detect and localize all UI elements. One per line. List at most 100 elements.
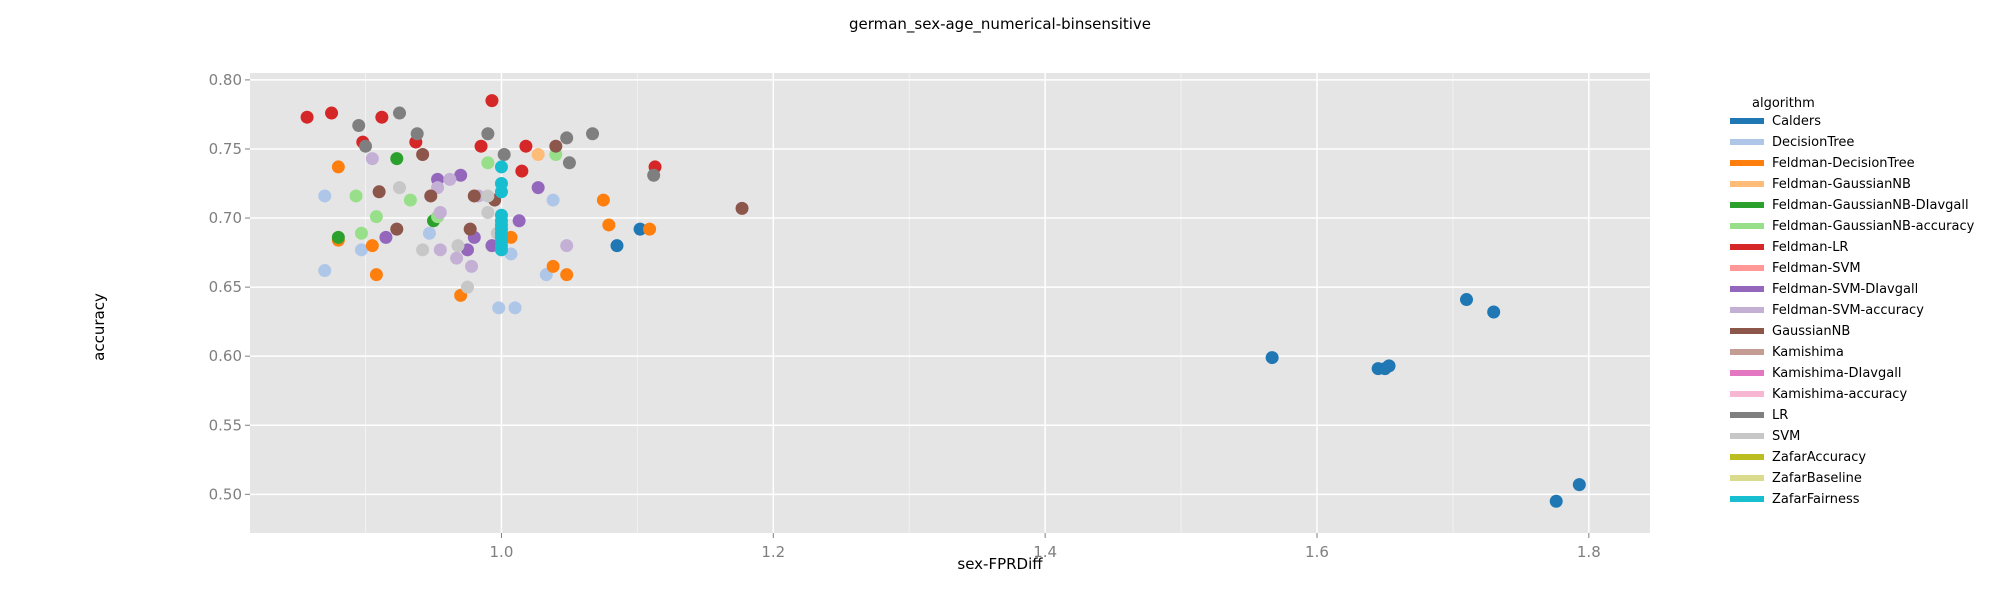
legend-swatch [1730, 370, 1764, 376]
legend-label: Feldman-GaussianNB-DIavgall [1772, 198, 1969, 213]
legend-swatch [1730, 412, 1764, 418]
data-point [508, 301, 522, 315]
y-tick-label: 0.55 [209, 416, 242, 434]
legend-title: algorithm [1752, 96, 1815, 111]
legend-label: ZafarAccuracy [1772, 450, 1866, 465]
y-tick-label: 0.75 [209, 140, 242, 158]
data-point [443, 172, 457, 186]
data-point [390, 222, 404, 236]
data-point [647, 168, 661, 182]
data-point [375, 110, 389, 124]
data-point [492, 301, 506, 315]
data-point [497, 148, 511, 162]
data-point [416, 243, 430, 257]
legend-label: Feldman-SVM-DIavgall [1772, 282, 1918, 297]
data-point [467, 189, 481, 203]
legend-swatch [1730, 202, 1764, 208]
data-point [359, 139, 373, 153]
data-point [331, 230, 345, 244]
y-tick-label: 0.50 [209, 485, 242, 503]
legend-label: Feldman-GaussianNB-accuracy [1772, 219, 1975, 234]
y-tick-label: 0.70 [209, 209, 242, 227]
legend-label: ZafarBaseline [1772, 471, 1862, 486]
data-point [450, 251, 464, 265]
data-point [1460, 293, 1474, 307]
data-point [331, 160, 345, 174]
data-point [485, 94, 499, 108]
legend-swatch [1730, 118, 1764, 124]
data-point [512, 214, 526, 228]
data-point [460, 280, 474, 294]
data-point [354, 226, 368, 240]
data-point [602, 218, 616, 232]
data-point [515, 164, 529, 178]
axis-ticks: 1.0 1.2 1.4 1.6 1.8 0.50 0.55 0.60 0.65 0.70 0.75 0… [209, 71, 1601, 561]
data-point [560, 268, 574, 282]
data-point [549, 139, 563, 153]
data-point [562, 156, 576, 170]
legend-swatch [1730, 349, 1764, 355]
data-point [410, 127, 424, 141]
legend-swatch [1730, 391, 1764, 397]
data-point [633, 222, 647, 236]
data-point [1549, 494, 1563, 508]
legend-swatch [1730, 433, 1764, 439]
data-point [531, 181, 545, 195]
legend-label: Feldman-GaussianNB [1772, 177, 1911, 192]
data-point [365, 152, 379, 166]
data-point [318, 264, 332, 278]
legend-label: Feldman-LR [1772, 240, 1848, 255]
legend-swatch [1730, 223, 1764, 229]
y-tick-label: 0.80 [209, 71, 242, 89]
data-point [416, 148, 430, 162]
data-point [390, 152, 404, 166]
legend-swatch [1730, 265, 1764, 271]
legend-label: Feldman-DecisionTree [1772, 156, 1915, 171]
data-point [393, 106, 407, 120]
data-point [643, 222, 657, 236]
data-point [393, 181, 407, 195]
data-point [481, 156, 495, 170]
legend-swatch [1730, 475, 1764, 481]
y-tick-label: 0.60 [209, 347, 242, 365]
data-point [379, 230, 393, 244]
x-tick-label: 1.4 [1033, 543, 1057, 561]
legend-label: Feldman-SVM-accuracy [1772, 303, 1924, 318]
data-point [403, 193, 417, 207]
data-point [300, 110, 314, 124]
legend-label: SVM [1772, 429, 1800, 444]
data-point [546, 259, 560, 273]
data-point [451, 239, 465, 253]
x-tick-label: 1.2 [761, 543, 785, 561]
legend-swatch [1730, 496, 1764, 502]
data-point [560, 131, 574, 145]
data-point [454, 168, 468, 182]
legend-label: Kamishima-DIavgall [1772, 366, 1901, 381]
data-point [365, 239, 379, 253]
data-point [352, 118, 366, 132]
legend-swatch [1730, 139, 1764, 145]
legend-label: Kamishima [1772, 345, 1844, 360]
data-point [481, 127, 495, 141]
data-point [325, 106, 339, 120]
data-point [318, 189, 332, 203]
data-point [560, 239, 574, 253]
data-point [1572, 478, 1586, 492]
chart-title: german_sex-age_numerical-binsensitive [849, 15, 1151, 34]
y-axis-label: accuracy [90, 293, 108, 361]
data-point [586, 127, 600, 141]
legend-label: ZafarFairness [1772, 492, 1860, 507]
legend-swatch [1730, 244, 1764, 250]
plot-background [250, 73, 1650, 533]
legend-label: Feldman-SVM [1772, 261, 1861, 276]
data-point [610, 239, 624, 253]
legend-label: DecisionTree [1772, 135, 1854, 150]
data-point [519, 139, 533, 153]
legend-swatch [1730, 328, 1764, 334]
legend: algorithm Calders DecisionTree Feldman-Dec… [1730, 96, 1975, 507]
data-point [349, 189, 363, 203]
x-tick-label: 1.6 [1305, 543, 1329, 561]
data-point [354, 243, 368, 257]
